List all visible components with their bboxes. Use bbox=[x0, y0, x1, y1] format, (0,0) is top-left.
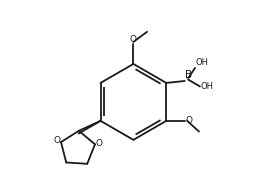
Text: O: O bbox=[96, 139, 103, 148]
Text: O: O bbox=[185, 116, 192, 125]
Text: OH: OH bbox=[196, 58, 208, 67]
Text: O: O bbox=[130, 35, 137, 44]
Text: B: B bbox=[185, 70, 192, 80]
Text: O: O bbox=[54, 136, 61, 145]
Text: OH: OH bbox=[200, 82, 213, 91]
